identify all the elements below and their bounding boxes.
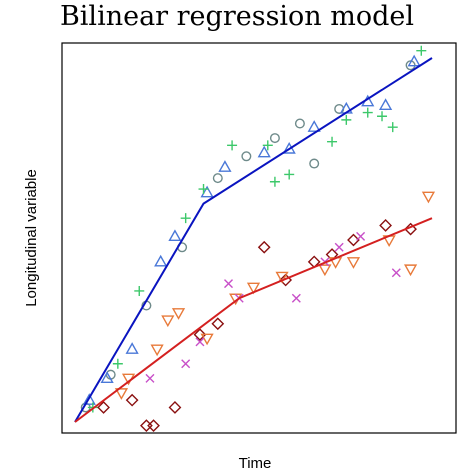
- data-point-x-1: [181, 359, 191, 369]
- data-point-diamond-4: [168, 401, 182, 414]
- data-point-plus-11: [362, 107, 373, 118]
- data-point-x-2: [195, 337, 205, 347]
- data-point-plus-14: [416, 45, 427, 56]
- data-point-triangle-12: [378, 98, 393, 111]
- data-point-x-7: [334, 242, 344, 252]
- data-point-circle-7: [294, 118, 305, 129]
- data-point-plus-10: [341, 114, 352, 125]
- data-point-triangle-down-2: [150, 344, 164, 357]
- data-point-x-3: [224, 279, 234, 289]
- chart-title: Bilinear regression model: [60, 1, 414, 32]
- data-point-triangle-down-7: [246, 282, 261, 295]
- data-point-diamond-0: [97, 401, 110, 414]
- data-point-triangle-down-9: [318, 264, 332, 277]
- data-point-x-9: [391, 268, 401, 278]
- data-point-diamond-1: [125, 393, 139, 407]
- data-point-x-5: [291, 293, 301, 303]
- data-point-triangle-13: [407, 54, 421, 67]
- data-point-plus-9: [327, 136, 338, 147]
- data-point-diamond-2: [140, 419, 153, 433]
- x-axis-label: Time: [239, 455, 272, 472]
- y-axis-label: Longitudinal variable: [23, 169, 40, 307]
- data-point-triangle-down-14: [421, 191, 436, 204]
- data-point-triangle-6: [218, 160, 232, 172]
- data-point-plus-4: [198, 184, 209, 195]
- data-point-triangle-9: [307, 120, 321, 132]
- data-point-triangle-down-8: [275, 271, 289, 284]
- data-point-plus-3: [180, 213, 191, 224]
- data-point-diamond-11: [347, 233, 360, 247]
- data-point-triangle-7: [257, 145, 271, 158]
- data-point-triangle-4: [168, 229, 182, 242]
- data-point-plus-7: [269, 176, 280, 187]
- data-point-plus-1: [112, 358, 123, 369]
- data-point-plus-8: [284, 169, 295, 180]
- data-point-triangle-down-0: [114, 388, 129, 400]
- data-point-triangle-3: [154, 254, 168, 267]
- data-point-diamond-7: [257, 240, 271, 254]
- data-point-diamond-6: [211, 317, 225, 331]
- data-point-circle-4: [212, 173, 223, 184]
- data-point-triangle-down-11: [346, 257, 361, 269]
- data-point-plus-2: [134, 285, 145, 296]
- data-point-triangle-down-5: [200, 333, 214, 346]
- data-point-diamond-13: [404, 222, 417, 236]
- data-point-circle-5: [241, 151, 252, 162]
- data-point-diamond-12: [379, 219, 392, 232]
- data-point-plus-5: [227, 140, 238, 151]
- data-point-triangle-down-13: [403, 264, 418, 277]
- data-point-circle-8: [309, 158, 320, 169]
- data-point-circle-6: [269, 133, 280, 144]
- data-point-triangle-down-3: [161, 315, 175, 328]
- data-point-plus-13: [387, 122, 398, 133]
- data-point-triangle-1: [100, 371, 114, 384]
- data-point-diamond-5: [193, 328, 207, 342]
- plot-frame: [61, 42, 457, 434]
- plot-area: [74, 45, 436, 433]
- data-point-diamond-3: [147, 419, 160, 433]
- data-point-triangle-down-4: [171, 308, 186, 320]
- fitted-line-1: [74, 57, 433, 423]
- data-point-plus-6: [262, 140, 273, 151]
- data-point-triangle-5: [200, 185, 214, 198]
- data-point-triangle-2: [125, 342, 139, 354]
- data-point-x-0: [145, 373, 155, 383]
- fitted-line-2: [74, 217, 433, 423]
- data-point-plus-12: [377, 111, 388, 122]
- data-point-triangle-0: [82, 393, 96, 405]
- data-point-x-8: [356, 231, 366, 241]
